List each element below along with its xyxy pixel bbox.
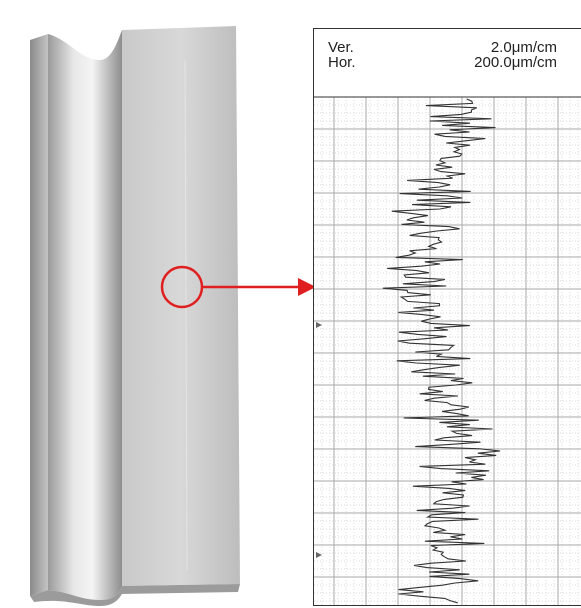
vertical-label: Ver. xyxy=(328,39,354,56)
metal-part xyxy=(30,26,240,606)
marker xyxy=(316,322,322,328)
vertical-scale: 2.0μm/cm xyxy=(491,39,557,56)
roughness-trace xyxy=(382,98,501,604)
arrow-head xyxy=(298,278,316,296)
horizontal-scale: 200.0μm/cm xyxy=(474,54,557,71)
horizontal-label: Hor. xyxy=(328,54,356,71)
marker xyxy=(316,552,322,558)
